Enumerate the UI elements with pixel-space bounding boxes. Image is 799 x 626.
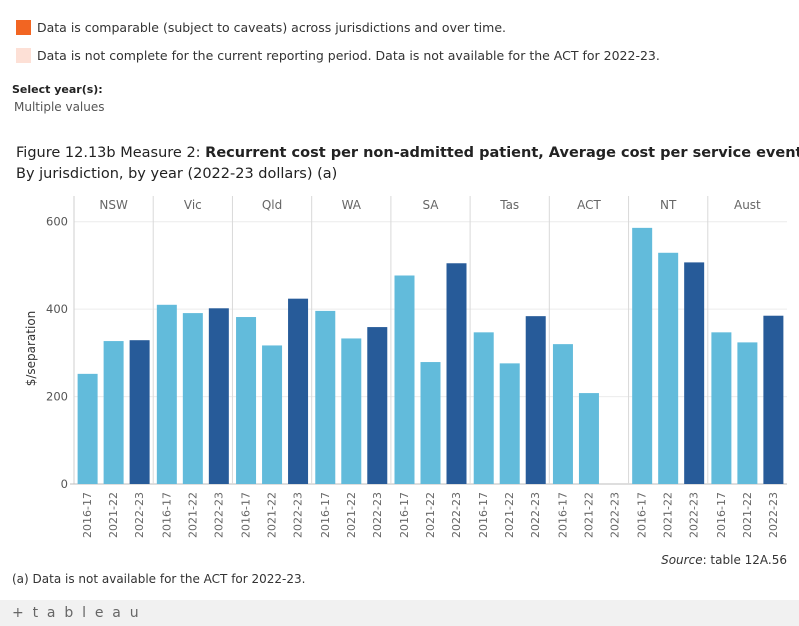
bar-nt-2022-23 — [684, 262, 705, 484]
jurisdiction-header-sa: SA — [422, 198, 439, 212]
x-tick-label: 2016-17 — [240, 492, 253, 538]
x-tick-label: 2016-17 — [398, 492, 411, 538]
bar-sa-2021-22 — [420, 362, 441, 484]
legend-label-incomplete: Data is not complete for the current rep… — [37, 48, 660, 63]
bar-wa-2022-23 — [367, 327, 388, 484]
x-tick-label: 2022-23 — [767, 492, 780, 538]
y-axis-title: $/separation — [24, 311, 38, 387]
x-tick-label: 2022-23 — [371, 492, 384, 538]
jurisdiction-header-tas: Tas — [499, 198, 519, 212]
bar-nsw-2022-23 — [129, 340, 150, 484]
bar-vic-2016-17 — [156, 304, 177, 484]
bar-nt-2016-17 — [632, 227, 653, 484]
bar-qld-2016-17 — [236, 317, 257, 484]
bar-tas-2022-23 — [525, 316, 546, 484]
bar-aust-2021-22 — [737, 342, 758, 484]
bar-aust-2016-17 — [711, 332, 732, 484]
bar-chart: 0 200 400 600 $/separation NSW 2016-17 2021-22 2… — [24, 196, 787, 538]
bar-vic-2022-23 — [208, 308, 229, 484]
figure-title-prefix: Figure 12.13b Measure 2: — [16, 145, 206, 161]
jurisdiction-header-aust: Aust — [734, 198, 761, 212]
bar-qld-2021-22 — [262, 345, 283, 484]
x-tick-label: 2021-22 — [503, 492, 516, 538]
jurisdiction-header-vic: Vic — [184, 198, 202, 212]
jurisdiction-header-qld: Qld — [262, 198, 282, 212]
x-tick-label: 2021-22 — [582, 492, 595, 538]
figure-title: Figure 12.13b Measure 2: Recurrent cost … — [16, 145, 799, 161]
x-tick-label: 2021-22 — [424, 492, 437, 538]
jurisdiction-header-nsw: NSW — [99, 198, 128, 212]
year-filter-value[interactable]: Multiple values — [14, 100, 105, 114]
legend-item-incomplete: Data is not complete for the current rep… — [16, 48, 660, 63]
x-tick-label: 2022-23 — [608, 492, 621, 538]
jurisdiction-header-nt: NT — [660, 198, 677, 212]
bar-nt-2021-22 — [658, 252, 679, 484]
y-tick-label: 0 — [61, 477, 68, 491]
x-tick-label: 2022-23 — [212, 492, 225, 538]
bar-nsw-2021-22 — [103, 341, 124, 484]
source-text: : table 12A.56 — [702, 553, 787, 567]
x-tick-label: 2022-23 — [450, 492, 463, 538]
year-filter-title: Select year(s): — [12, 83, 103, 96]
legend-swatch-comparable — [16, 20, 31, 35]
bar-act-2021-22 — [578, 393, 599, 484]
bar-vic-2021-22 — [182, 313, 203, 484]
y-tick-label: 200 — [46, 390, 68, 404]
x-tick-label: 2016-17 — [160, 492, 173, 538]
x-tick-label: 2016-17 — [636, 492, 649, 538]
bar-nsw-2016-17 — [77, 373, 98, 484]
footnote: (a) Data is not available for the ACT fo… — [12, 572, 306, 586]
bar-act-2016-17 — [552, 344, 573, 484]
x-tick-label: 2016-17 — [81, 492, 94, 538]
y-tick-label: 400 — [46, 302, 68, 316]
x-tick-label: 2021-22 — [107, 492, 120, 538]
legend-swatch-incomplete — [16, 48, 31, 63]
bar-aust-2022-23 — [763, 315, 784, 484]
x-tick-label: 2016-17 — [319, 492, 332, 538]
x-tick-label: 2022-23 — [292, 492, 305, 538]
bar-qld-2022-23 — [288, 298, 309, 484]
x-tick-label: 2016-17 — [477, 492, 490, 538]
source-label: Source — [661, 553, 703, 567]
x-tick-label: 2021-22 — [662, 492, 675, 538]
figure-subtitle: By jurisdiction, by year (2022-23 dollar… — [16, 166, 338, 182]
x-tick-label: 2022-23 — [133, 492, 146, 538]
x-tick-label: 2021-22 — [345, 492, 358, 538]
bar-tas-2016-17 — [473, 332, 494, 484]
figure-title-bold: Recurrent cost per non-admitted patient,… — [205, 145, 799, 161]
jurisdiction-header-wa: WA — [342, 198, 362, 212]
x-tick-label: 2022-23 — [688, 492, 701, 538]
tableau-logo[interactable]: + t a b l e a u — [12, 605, 141, 621]
x-tick-label: 2021-22 — [741, 492, 754, 538]
bar-sa-2022-23 — [446, 263, 467, 484]
x-tick-label: 2021-22 — [186, 492, 199, 538]
x-tick-label: 2016-17 — [556, 492, 569, 538]
x-tick-label: 2022-23 — [529, 492, 542, 538]
source-note: Source: table 12A.56 — [661, 553, 787, 567]
legend-label-comparable: Data is comparable (subject to caveats) … — [37, 20, 506, 35]
bar-sa-2016-17 — [394, 275, 415, 484]
bar-tas-2021-22 — [499, 363, 520, 484]
y-tick-label: 600 — [46, 215, 68, 229]
tableau-footer: + t a b l e a u — [0, 600, 799, 626]
x-tick-label: 2021-22 — [266, 492, 279, 538]
bar-wa-2016-17 — [315, 310, 336, 484]
jurisdiction-header-act: ACT — [577, 198, 601, 212]
x-tick-label: 2016-17 — [715, 492, 728, 538]
legend-item-comparable: Data is comparable (subject to caveats) … — [16, 20, 506, 35]
bar-wa-2021-22 — [341, 338, 362, 484]
